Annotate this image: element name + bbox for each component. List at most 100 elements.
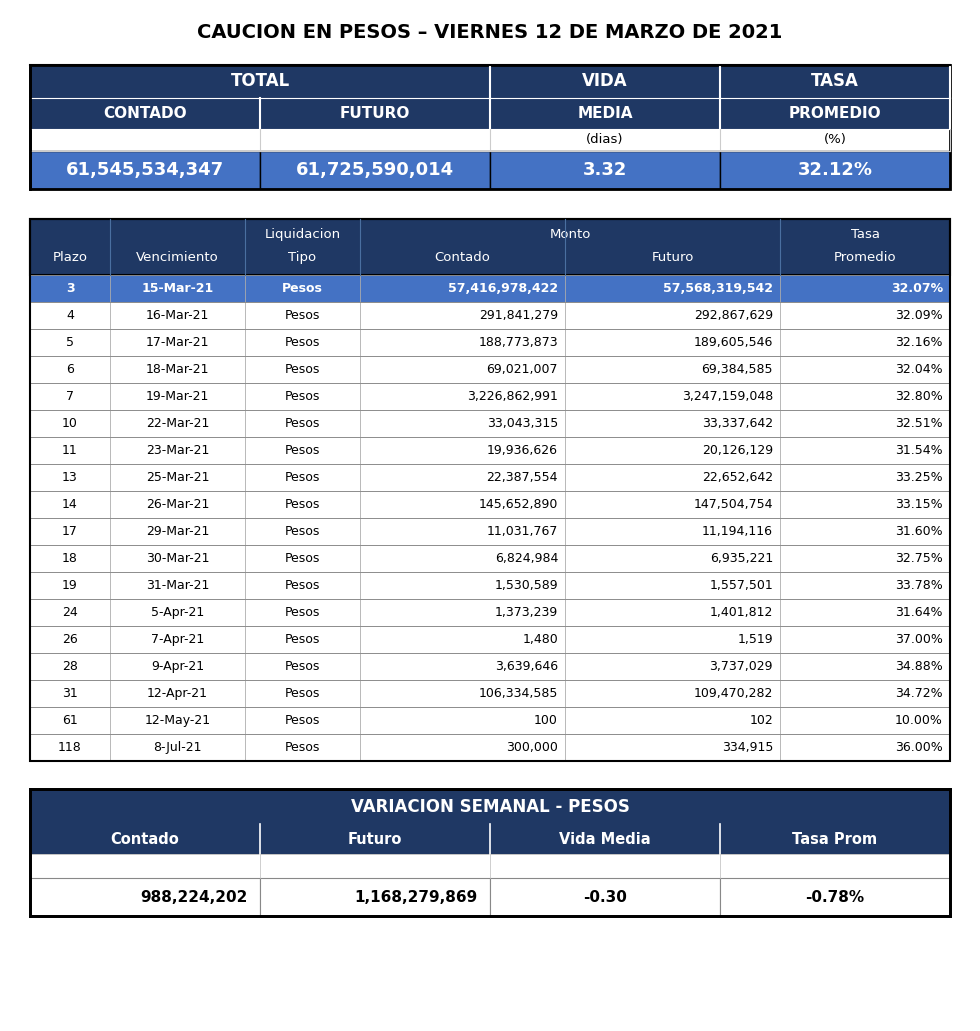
Bar — [30, 302, 110, 329]
Text: 3,737,029: 3,737,029 — [710, 660, 773, 673]
Text: Pesos: Pesos — [285, 606, 320, 619]
Text: 22,652,642: 22,652,642 — [702, 471, 773, 484]
Bar — [30, 545, 950, 572]
Bar — [30, 680, 950, 707]
Bar — [360, 599, 565, 626]
Bar — [565, 437, 780, 464]
Bar — [360, 680, 565, 707]
Text: 33.15%: 33.15% — [896, 498, 943, 511]
Text: Tasa Prom: Tasa Prom — [793, 831, 877, 846]
Bar — [245, 302, 360, 329]
Bar — [780, 491, 950, 518]
Text: 22-Mar-21: 22-Mar-21 — [146, 417, 209, 430]
Text: Plazo: Plazo — [53, 251, 87, 264]
Text: 145,652,890: 145,652,890 — [478, 498, 558, 511]
Text: 28: 28 — [62, 660, 78, 673]
Bar — [565, 626, 780, 653]
Bar — [720, 824, 950, 854]
Text: 32.09%: 32.09% — [896, 309, 943, 322]
Bar — [110, 437, 245, 464]
Text: Pesos: Pesos — [285, 363, 320, 376]
Bar — [245, 680, 360, 707]
Text: 25-Mar-21: 25-Mar-21 — [146, 471, 210, 484]
Bar — [565, 464, 780, 491]
Bar — [30, 626, 110, 653]
Bar — [720, 98, 950, 129]
Text: 61,545,534,347: 61,545,534,347 — [66, 161, 224, 179]
Text: 3: 3 — [66, 282, 74, 295]
Bar — [30, 437, 110, 464]
Bar — [260, 878, 490, 916]
Bar — [360, 275, 565, 302]
Bar — [30, 518, 110, 545]
Text: Pesos: Pesos — [285, 417, 320, 430]
Bar — [30, 707, 110, 734]
Text: 36.00%: 36.00% — [896, 741, 943, 754]
Bar — [30, 356, 950, 383]
Text: Pesos: Pesos — [285, 633, 320, 646]
Bar — [720, 878, 950, 916]
Bar — [360, 626, 565, 653]
Text: PROMEDIO: PROMEDIO — [789, 106, 881, 121]
Text: 33,337,642: 33,337,642 — [702, 417, 773, 430]
Bar — [30, 854, 950, 878]
Bar — [720, 65, 950, 98]
Text: 106,334,585: 106,334,585 — [478, 687, 558, 700]
Bar — [780, 572, 950, 599]
Bar — [360, 410, 565, 437]
Bar — [110, 707, 245, 734]
Bar — [780, 518, 950, 545]
Text: 12-May-21: 12-May-21 — [144, 714, 211, 727]
Text: Tasa: Tasa — [851, 228, 879, 240]
Text: 292,867,629: 292,867,629 — [694, 309, 773, 322]
Bar — [565, 572, 780, 599]
Bar — [565, 491, 780, 518]
Text: CAUCION EN PESOS – VIERNES 12 DE MARZO DE 2021: CAUCION EN PESOS – VIERNES 12 DE MARZO D… — [197, 23, 783, 41]
Bar — [245, 491, 360, 518]
Text: Pesos: Pesos — [285, 579, 320, 592]
Bar — [110, 653, 245, 680]
Text: 100: 100 — [534, 714, 558, 727]
Bar — [30, 599, 110, 626]
Text: 7: 7 — [66, 390, 74, 403]
Bar — [30, 437, 950, 464]
Text: 32.04%: 32.04% — [896, 363, 943, 376]
Bar — [490, 824, 720, 854]
Bar — [245, 572, 360, 599]
Text: Vencimiento: Vencimiento — [136, 251, 219, 264]
Bar — [110, 383, 245, 410]
Bar — [245, 464, 360, 491]
Text: 334,915: 334,915 — [721, 741, 773, 754]
Text: 12-Apr-21: 12-Apr-21 — [147, 687, 208, 700]
Text: 1,530,589: 1,530,589 — [494, 579, 558, 592]
Bar — [360, 437, 565, 464]
Text: 11: 11 — [62, 444, 77, 457]
Text: 4: 4 — [66, 309, 74, 322]
Text: (%): (%) — [823, 133, 847, 146]
Text: 17: 17 — [62, 525, 78, 538]
Bar — [565, 356, 780, 383]
Bar — [30, 789, 950, 916]
Text: Pesos: Pesos — [285, 390, 320, 403]
Bar — [30, 734, 110, 761]
Text: 7-Apr-21: 7-Apr-21 — [151, 633, 204, 646]
Text: 18-Mar-21: 18-Mar-21 — [146, 363, 210, 376]
Bar — [490, 65, 720, 98]
Text: 9-Apr-21: 9-Apr-21 — [151, 660, 204, 673]
Text: 6,824,984: 6,824,984 — [495, 552, 558, 565]
Text: 32.12%: 32.12% — [798, 161, 872, 179]
Bar — [360, 329, 565, 356]
Text: 3,226,862,991: 3,226,862,991 — [467, 390, 558, 403]
Bar — [780, 545, 950, 572]
Text: 988,224,202: 988,224,202 — [140, 890, 248, 904]
Bar — [565, 302, 780, 329]
Bar — [30, 383, 110, 410]
Text: 24: 24 — [62, 606, 77, 619]
Text: 32.51%: 32.51% — [896, 417, 943, 430]
Text: 33.25%: 33.25% — [896, 471, 943, 484]
Text: Vida Media: Vida Media — [560, 831, 651, 846]
Bar — [490, 151, 720, 189]
Text: 14: 14 — [62, 498, 77, 511]
Bar — [110, 329, 245, 356]
Bar — [565, 545, 780, 572]
